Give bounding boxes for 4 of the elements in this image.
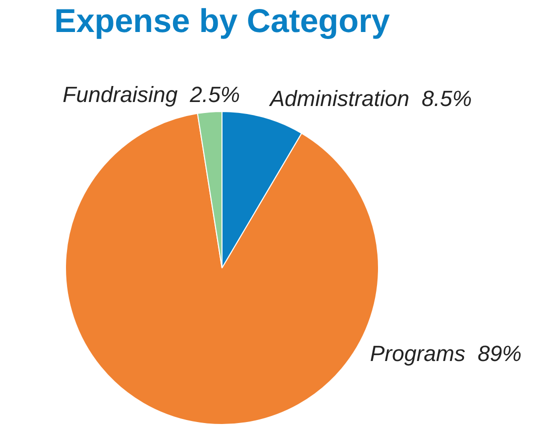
slice-label: Programs 89% xyxy=(370,341,522,366)
chart-title: Expense by Category xyxy=(53,2,391,40)
slice-label: Fundraising 2.5% xyxy=(62,82,240,108)
slice-label: Administration 8.5% xyxy=(268,86,472,112)
